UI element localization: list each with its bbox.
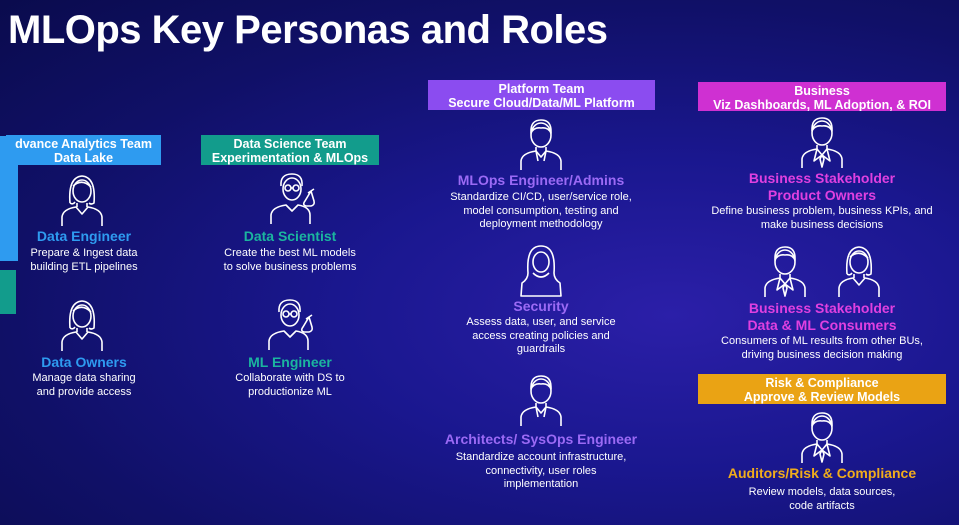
description-line: Manage data sharing [32,372,136,384]
architects-title: Architects/ SysOps Engineer [444,431,638,447]
compliance-title: Risk & Compliance [765,376,879,390]
sidebar-accent-teal [0,270,16,314]
compliance-subtitle: Approve & Review Models [743,390,901,404]
security-title: Security [513,298,569,314]
person-hijab-icon [516,243,566,297]
person-male-icon [516,373,566,427]
security-description: Assess data, user, and service access cr… [466,316,615,357]
description-line: make business decisions [760,218,884,231]
stakeholder-consumers-title: Business Stakeholder Data & ML Consumers [747,300,896,334]
person-female-icon [57,173,107,227]
auditors-description: Review models, data sources, code artifa… [749,486,896,513]
platform-team-subtitle: Secure Cloud/Data/ML Platform [448,96,635,110]
description-line: Consumers of ML results from other BUs, [721,335,923,347]
description-line: access creating policies and [472,329,610,342]
title-line: Business Stakeholder [748,300,896,316]
description-line: Assess data, user, and service [466,316,616,328]
analytics-team-subtitle: Data Lake [53,151,114,165]
description-line: productionize ML [248,385,332,398]
mlops-engineer-description: Standardize CI/CD, user/service role, mo… [450,191,632,232]
auditors-title: Auditors/Risk & Compliance [727,465,917,481]
description-line: to solve business problems [223,260,357,273]
stakeholder-product-title: Business Stakeholder Product Owners [749,170,895,204]
description-line: building ETL pipelines [30,260,138,273]
data-scientist-title: Data Scientist [243,228,337,244]
person-male-icon [516,117,566,171]
datascience-team-header: Data Science Team Experimentation & MLOp… [201,135,379,165]
title-line: Data & ML Consumers [747,317,897,333]
person-suit-icon [797,115,847,169]
description-line: Prepare & Ingest data [30,247,138,259]
title-line: Product Owners [767,187,877,203]
business-subtitle: Viz Dashboards, ML Adoption, & ROI [713,98,931,111]
mlops-engineer-title: MLOps Engineer/Admins [457,172,625,188]
person-suit-icon [760,244,810,298]
sidebar-accent-blue [0,136,18,261]
business-title: Business [794,84,850,98]
description-line: implementation [503,478,579,490]
description-line: Collaborate with DS to [235,372,345,384]
datascience-team-title: Data Science Team [233,137,347,151]
platform-team-title: Platform Team [498,82,585,96]
person-suit-icon [797,410,847,464]
data-scientist-description: Create the best ML models to solve busin… [224,247,357,274]
person-female-icon [57,298,107,352]
data-engineer-description: Prepare & Ingest data building ETL pipel… [30,247,137,274]
stakeholder-product-description: Define business problem, business KPIs, … [711,205,932,232]
ml-engineer-description: Collaborate with DS to productionize ML [235,372,344,399]
person-scientist-icon [266,297,316,351]
ml-engineer-title: ML Engineer [248,354,332,370]
description-line: code artifacts [789,499,855,512]
data-engineer-title: Data Engineer [36,228,132,244]
description-line: Standardize account infrastructure, [455,451,627,463]
description-line: and provide access [36,385,132,398]
compliance-header: Risk & Compliance Approve & Review Model… [698,374,946,404]
description-line: Review models, data sources, [748,486,896,498]
description-line: guardrails [516,343,566,355]
architects-description: Standardize account infrastructure, conn… [456,451,627,492]
description-line: driving business decision making [741,348,903,361]
description-line: model consumption, testing and [463,204,619,217]
stakeholder-consumers-description: Consumers of ML results from other BUs, … [721,335,923,362]
platform-team-header: Platform Team Secure Cloud/Data/ML Platf… [428,80,655,110]
person-scientist-icon [268,171,318,225]
datascience-team-subtitle: Experimentation & MLOps [211,151,369,165]
data-owners-title: Data Owners [41,354,127,370]
title-line: Business Stakeholder [748,170,896,186]
description-line: Create the best ML models [224,247,356,259]
data-owners-description: Manage data sharing and provide access [32,372,135,399]
person-female-icon [834,244,884,298]
description-line: connectivity, user roles [485,464,597,477]
description-line: deployment methodology [479,218,603,230]
analytics-team-title: dvance Analytics Team [15,137,152,151]
page-title: MLOps Key Personas and Roles [8,8,608,52]
description-line: Standardize CI/CD, user/service role, [450,191,632,203]
business-header: Business Viz Dashboards, ML Adoption, & … [698,82,946,111]
analytics-team-header: dvance Analytics Team Data Lake [6,135,161,165]
description-line: Define business problem, business KPIs, … [711,205,933,217]
